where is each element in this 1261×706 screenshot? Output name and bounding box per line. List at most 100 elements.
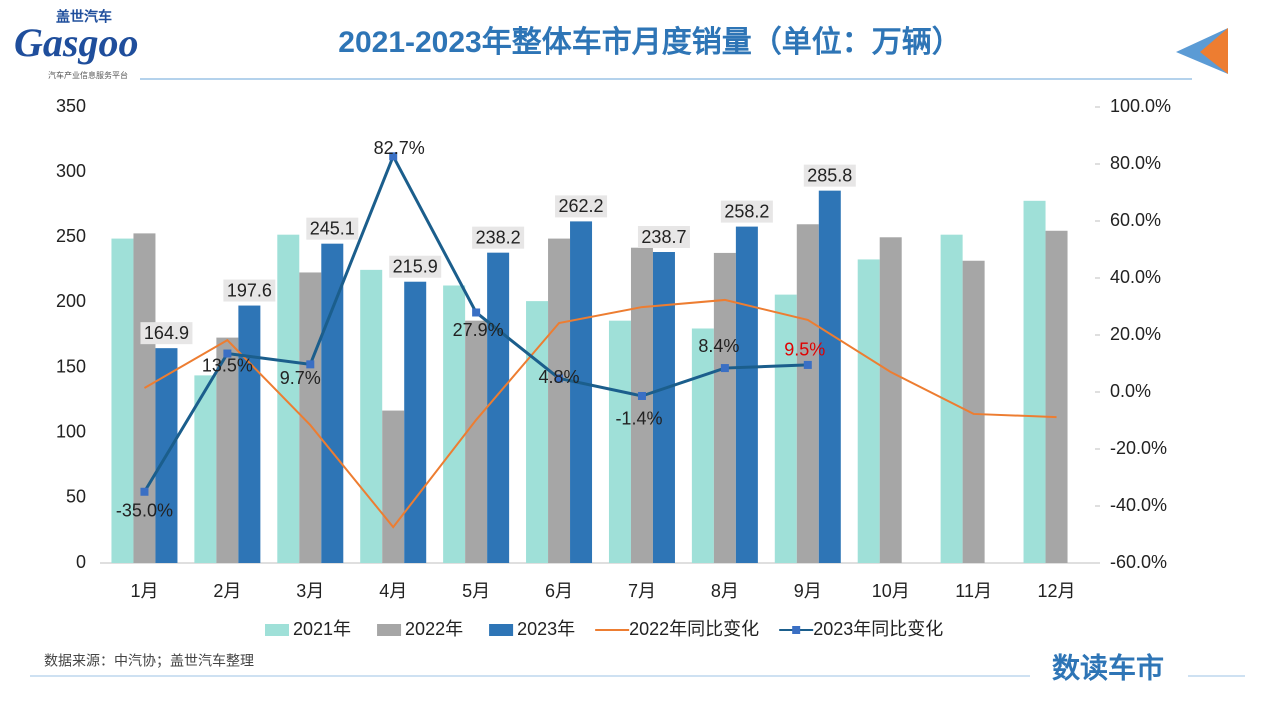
- legend-label: 2022年同比变化: [629, 619, 759, 639]
- legend-swatch: [489, 624, 514, 636]
- bar: [630, 247, 653, 564]
- bar: [382, 410, 405, 563]
- bar: [691, 328, 714, 563]
- y2-tick-label: 20.0%: [1110, 324, 1161, 344]
- value-label: 238.7: [641, 227, 686, 247]
- value-label: 27.9%: [453, 320, 504, 340]
- y-tick-label: 50: [66, 487, 86, 507]
- value-label: 262.2: [559, 196, 604, 216]
- bar: [1023, 200, 1046, 563]
- line-marker: [472, 308, 481, 317]
- y2-tick-label: -40.0%: [1110, 495, 1167, 515]
- legend-label: 2023年同比变化: [813, 619, 943, 639]
- line-marker: [389, 152, 398, 161]
- bar: [774, 294, 797, 563]
- x-tick-label: 7月: [628, 581, 656, 601]
- value-label-bg: [803, 164, 856, 187]
- x-tick-label: 6月: [545, 581, 573, 601]
- value-label: 197.6: [227, 280, 272, 300]
- y-tick-label: 100: [56, 421, 86, 441]
- x-tick-label: 5月: [462, 581, 490, 601]
- bar: [360, 269, 383, 563]
- bar: [443, 285, 466, 563]
- bar: [548, 238, 571, 564]
- line-marker: [720, 364, 729, 373]
- bar: [796, 224, 819, 563]
- bar: [111, 238, 134, 564]
- bar: [194, 375, 217, 563]
- bar: [216, 337, 239, 563]
- y2-tick-label: -60.0%: [1110, 552, 1167, 572]
- bar: [713, 252, 736, 564]
- value-label: 238.2: [476, 227, 521, 247]
- bar: [962, 260, 985, 563]
- y-tick-label: 350: [56, 96, 86, 116]
- value-label-bg: [637, 226, 690, 249]
- legend-label: 2021年: [293, 619, 351, 639]
- value-label-bg: [720, 200, 773, 223]
- legend-swatch: [792, 626, 801, 634]
- value-label-bg: [140, 322, 193, 345]
- value-label: -35.0%: [116, 501, 173, 521]
- line-marker: [306, 360, 315, 369]
- x-tick-label: 9月: [794, 581, 822, 601]
- value-label: 82.7%: [374, 138, 425, 158]
- legend-swatch: [265, 624, 289, 636]
- y-tick-label: 0: [76, 552, 86, 572]
- value-label-bg: [306, 217, 359, 240]
- logo-sub: 汽车产业信息服务平台: [48, 70, 128, 80]
- bar: [465, 320, 488, 563]
- bar: [818, 190, 841, 563]
- source-note: 数据来源：中汽协；盖世汽车整理: [44, 653, 254, 670]
- line-marker: [140, 487, 149, 496]
- x-tick-label: 11月: [955, 581, 992, 601]
- value-label-bg: [389, 255, 442, 278]
- value-label: 215.9: [393, 256, 438, 276]
- bar: [1045, 230, 1068, 563]
- value-label: -1.4%: [615, 409, 662, 429]
- y2-tick-label: 100.0%: [1110, 96, 1171, 116]
- arrow-decoration: [1200, 28, 1228, 74]
- value-label: 245.1: [310, 218, 355, 238]
- bar: [652, 252, 675, 563]
- chart-title: 2021-2023年整体车市月度销量（单位：万辆）: [338, 25, 961, 59]
- value-label-bg: [555, 195, 608, 218]
- bar: [277, 234, 300, 563]
- value-label: 13.5%: [202, 355, 253, 375]
- bar: [404, 281, 427, 563]
- x-tick-label: 8月: [711, 581, 739, 601]
- line-marker: [223, 349, 232, 358]
- value-label-bg: [223, 279, 276, 302]
- value-label: 285.8: [807, 165, 852, 185]
- x-tick-label: 3月: [296, 581, 324, 601]
- legend-label: 2023年: [517, 619, 575, 639]
- x-tick-label: 12月: [1038, 581, 1076, 601]
- bar: [487, 252, 510, 563]
- x-tick-label: 10月: [872, 581, 910, 601]
- line-marker: [803, 360, 812, 369]
- x-tick-label: 2月: [213, 581, 241, 601]
- y-tick-label: 250: [56, 226, 86, 246]
- legend-label: 2022年: [405, 619, 463, 639]
- legend-swatch: [377, 624, 402, 636]
- y2-tick-label: -20.0%: [1110, 438, 1167, 458]
- value-label-bg: [472, 226, 525, 249]
- bar: [608, 320, 631, 563]
- bar: [735, 226, 758, 563]
- value-label: 164.9: [144, 323, 189, 343]
- value-label: 258.2: [724, 201, 769, 221]
- bar: [879, 237, 902, 564]
- logo: Gasgoo: [14, 20, 138, 65]
- line-marker: [637, 391, 646, 400]
- y2-tick-label: 80.0%: [1110, 153, 1161, 173]
- footer-brand: 数读车市: [1052, 651, 1164, 683]
- y-tick-label: 150: [56, 356, 86, 376]
- y-tick-label: 300: [56, 161, 86, 181]
- y2-tick-label: 40.0%: [1110, 267, 1161, 287]
- y-tick-label: 200: [56, 291, 86, 311]
- x-tick-label: 4月: [379, 581, 407, 601]
- y2-tick-label: 60.0%: [1110, 210, 1161, 230]
- bar: [857, 259, 880, 563]
